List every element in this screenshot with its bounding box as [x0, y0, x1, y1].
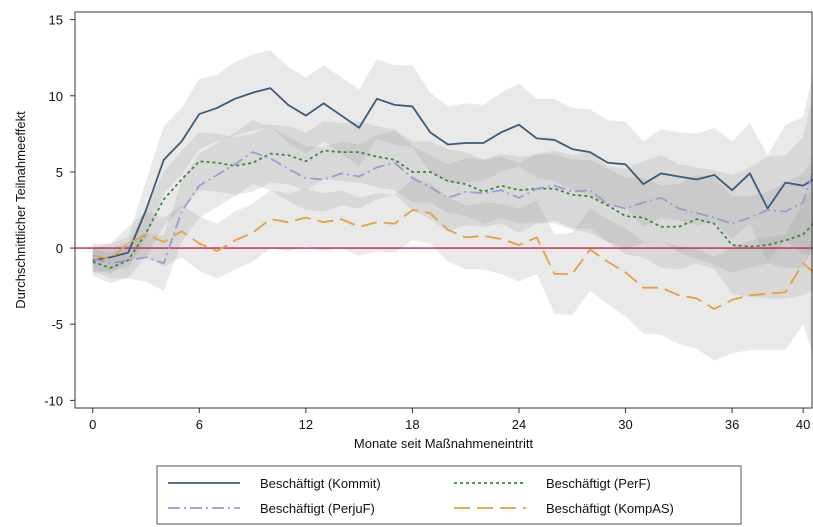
confidence-band-4: [92, 179, 813, 361]
x-tick-label: 0: [89, 417, 96, 432]
confidence-bands: [92, 50, 813, 361]
series-line-1: [92, 87, 813, 262]
y-tick-label: 15: [49, 13, 63, 28]
x-tick-label: 36: [725, 417, 739, 432]
confidence-band-1: [92, 50, 813, 273]
x-tick-label: 12: [299, 417, 313, 432]
x-tick-label: 6: [196, 417, 203, 432]
legend-label-4: Beschäftigt (KompAS): [546, 501, 674, 516]
legend: Beschäftigt (Kommit) Beschäftigt (PerF) Be…: [156, 465, 742, 525]
x-tick-label: 24: [512, 417, 526, 432]
plot-frame: [74, 11, 813, 409]
legend-box: [156, 465, 742, 525]
legend-label-1: Beschäftigt (Kommit): [260, 476, 381, 491]
series-line-4: [92, 209, 813, 310]
y-tick-label: 0: [56, 241, 63, 256]
series-line-2: [92, 149, 813, 269]
y-axis-title: Durchschnittlicher Teilnahmeeffekt: [13, 111, 28, 309]
y-tick-label: -5: [51, 317, 63, 332]
confidence-band-2: [92, 121, 813, 299]
x-tick-label: 18: [405, 417, 419, 432]
confidence-band-3: [92, 95, 813, 291]
y-tick-label: -10: [44, 393, 63, 408]
axes: 0 6 12 18 24 30 36 40 -10 -5 0 5 10 15: [44, 13, 810, 432]
series-lines: [92, 87, 813, 310]
y-tick-label: 10: [49, 89, 63, 104]
x-tick-label: 40: [796, 417, 810, 432]
legend-label-2: Beschäftigt (PerF): [546, 476, 651, 491]
y-tick-label: 5: [56, 165, 63, 180]
series-line-3: [92, 151, 813, 265]
x-axis-title: Monate seit Maßnahmeneintritt: [354, 436, 534, 451]
legend-label-3: Beschäftigt (PerjuF): [260, 501, 375, 516]
x-tick-label: 30: [618, 417, 632, 432]
